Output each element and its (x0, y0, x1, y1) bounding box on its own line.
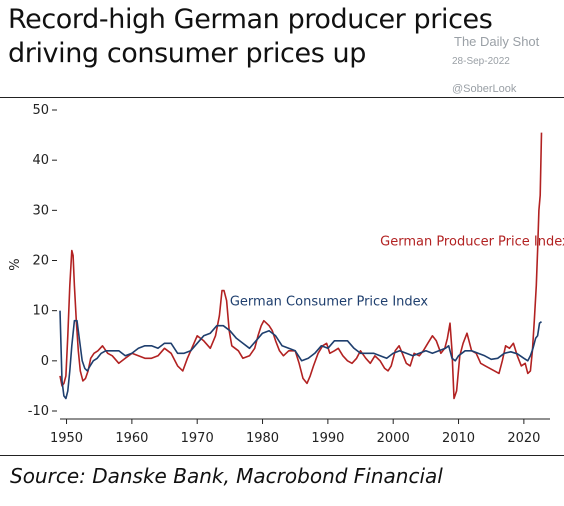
chart-title-line-1: Record-high German producer prices (8, 4, 493, 35)
y-tick-label: 10 (32, 304, 49, 319)
x-tick-label: 1970 (181, 431, 214, 446)
top-divider (0, 97, 564, 98)
german-consumer-price-index-label: German Consumer Price Index (230, 295, 429, 310)
x-tick-label: 2000 (377, 431, 410, 446)
y-tick-label: 50 (32, 103, 49, 118)
watermark-source: The Daily Shot (454, 34, 540, 49)
x-tick-label: 1990 (311, 431, 344, 446)
x-tick-label: 2010 (442, 431, 475, 446)
x-tick-label: 1980 (246, 431, 279, 446)
chart-title: Record-high German producer prices drivi… (8, 3, 556, 71)
chart-axes: -10 0 10 20 30 40 50% 1950 1960 1970 1980 1990 2000 2… (8, 103, 550, 446)
watermark-handle: @SoberLook (452, 83, 517, 95)
x-tick-label: 2020 (507, 431, 540, 446)
y-tick-label: 20 (32, 254, 49, 269)
source-note: Source: Danske Bank, Macrobond Financial (10, 464, 443, 488)
y-tick-label: 30 (32, 203, 49, 218)
x-tick-label: 1960 (115, 431, 148, 446)
y-axis-label: % (8, 258, 23, 270)
labels-layer: German Producer Price Index German Consum… (230, 234, 564, 309)
series-layer (59, 132, 543, 400)
watermark-date: 28-Sep-2022 (452, 56, 510, 67)
y-tick-label: 40 (32, 153, 49, 168)
chart-title-line-2: driving consumer prices up (8, 38, 367, 69)
y-tick-label: 0 (41, 354, 49, 369)
x-tick-label: 1950 (50, 431, 83, 446)
y-tick-label: -10 (28, 404, 49, 419)
german-consumer-price-index-line (59, 310, 542, 400)
line-chart: -10 0 10 20 30 40 50% 1950 1960 1970 1980 1990 2000 2… (8, 103, 564, 446)
bottom-divider (0, 455, 564, 456)
german-producer-price-index-label: German Producer Price Index (380, 234, 564, 249)
